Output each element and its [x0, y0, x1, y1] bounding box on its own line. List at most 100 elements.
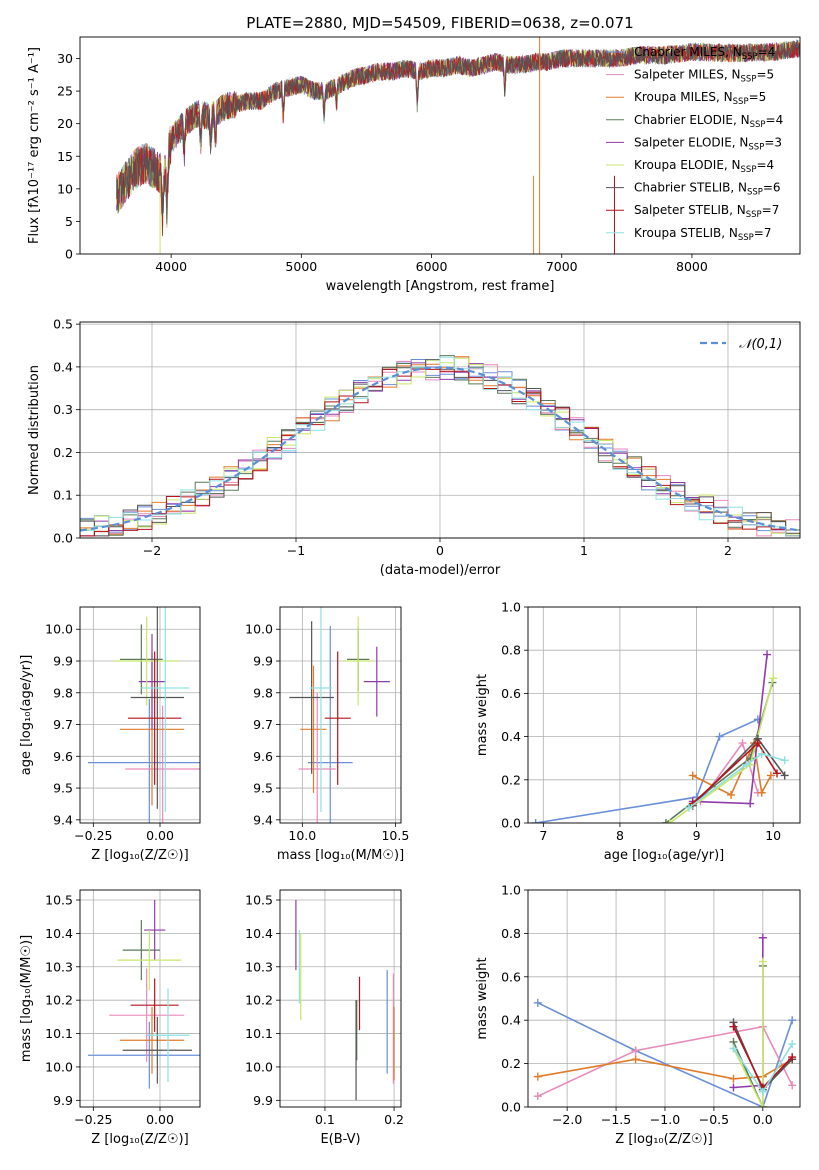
- legend-count: =4: [758, 45, 776, 59]
- y-tick-label: 10.1: [245, 1026, 273, 1041]
- data-marker: [769, 674, 778, 683]
- y-tick-label: 0.6: [501, 686, 521, 701]
- axes-frame: [79, 606, 201, 824]
- mass-weight-line: [669, 678, 774, 823]
- data-marker: [533, 998, 542, 1007]
- axes-frame: [527, 606, 801, 824]
- data-marker: [758, 1103, 767, 1107]
- y-tick-label: 9.8: [53, 685, 73, 700]
- x-axis-label: Z [log₁₀(Z/Z☉)]: [91, 848, 188, 863]
- y-tick-label: 10.5: [245, 893, 273, 908]
- plot-area: [533, 933, 797, 1107]
- legend-subscript: SSP: [747, 188, 763, 198]
- x-tick-label: 0.2: [384, 1112, 404, 1127]
- legend-label: Kroupa MILES, NSSP=5: [634, 90, 766, 107]
- y-tick-label: 0.4: [501, 729, 521, 744]
- x-tick-label: 10.5: [381, 828, 409, 843]
- plot-area: [88, 607, 200, 823]
- mass-weight-line: [535, 718, 759, 823]
- panel-age_vs_Z: −0.25 0.00 9.4 9.5 9.6 9.7 9.8 9.9 10.0 Z [log₁₀(…: [19, 606, 201, 863]
- legend-label: Kroupa ELODIE, NSSP=4: [634, 158, 774, 175]
- data-marker: [533, 1072, 542, 1081]
- x-axis-label: (data-model)/error: [380, 563, 501, 578]
- plot-area: [88, 900, 200, 1089]
- y-tick-label: 10.1: [45, 1026, 73, 1041]
- data-marker: [688, 771, 697, 780]
- legend-subscript: SSP: [750, 120, 766, 130]
- data-marker: [729, 1083, 738, 1092]
- y-tick-label: 9.9: [253, 1093, 273, 1108]
- x-tick-label: 0.00: [146, 1112, 174, 1127]
- x-tick-label: −0.5: [699, 1112, 729, 1127]
- legend-label: Salpeter ELODIE, NSSP=3: [634, 135, 782, 152]
- y-tick-label: 9.4: [253, 812, 273, 827]
- legend-count: =3: [764, 135, 782, 149]
- legend-subscript: SSP: [738, 233, 754, 243]
- normal-curve: [80, 366, 800, 532]
- data-marker: [788, 1040, 797, 1049]
- panel-age_vs_mass: 10.0 10.5 9.4 9.5 9.6 9.7 9.8 9.9 10.0 mass [log₁…: [245, 606, 409, 863]
- x-axis-label: age [log₁₀(age/yr)]: [604, 848, 725, 863]
- data-marker: [715, 732, 724, 741]
- data-marker: [780, 756, 789, 765]
- y-tick-label: 0.6: [501, 969, 521, 984]
- spectrum-line: [116, 38, 800, 225]
- axes-frame: [279, 889, 402, 1108]
- legend-label: Salpeter MILES, NSSP=5: [634, 68, 774, 85]
- data-marker: [773, 769, 782, 778]
- legend-count: =6: [763, 181, 781, 195]
- histogram-step: [80, 368, 800, 537]
- data-marker: [763, 650, 772, 659]
- legend-count: =5: [756, 68, 774, 82]
- y-tick-label: 0.8: [501, 643, 521, 658]
- data-marker: [746, 799, 755, 808]
- x-axis-label: Z [log₁₀(Z/Z☉)]: [91, 1132, 188, 1147]
- data-marker: [729, 1022, 738, 1031]
- data-marker: [753, 739, 762, 748]
- x-tick-label: 0.1: [315, 1112, 335, 1127]
- x-tick-label: 0.0: [753, 1112, 773, 1127]
- figure-title: PLATE=2880, MJD=54509, FIBERID=0638, z=0…: [246, 14, 633, 32]
- y-tick-label: 9.8: [253, 685, 273, 700]
- axes-frame: [79, 889, 201, 1108]
- legend-count: =5: [749, 90, 767, 104]
- x-axis-label: E(B-V): [320, 1132, 360, 1147]
- x-tick-label: 5000: [285, 259, 317, 274]
- mass-weight-line: [688, 753, 785, 809]
- legend-label: Salpeter STELIB, NSSP=7: [634, 203, 779, 220]
- data-marker: [631, 1055, 640, 1064]
- x-tick-label: 2: [724, 543, 732, 558]
- data-marker: [631, 1046, 640, 1055]
- y-tick-label: 10.3: [245, 959, 273, 974]
- legend-label: Chabrier ELODIE, NSSP=4: [634, 113, 783, 130]
- x-tick-label: 8: [616, 828, 624, 843]
- y-axis-label: Flux [fλ10⁻¹⁷ erg cm⁻² s⁻¹ A⁻¹]: [27, 47, 42, 244]
- y-tick-label: 9.5: [53, 781, 73, 796]
- x-tick-label: 0.00: [146, 828, 174, 843]
- y-axis-label: mass weight: [475, 957, 490, 1039]
- y-tick-label: 15: [57, 149, 73, 164]
- data-marker: [758, 933, 767, 942]
- data-marker: [788, 1016, 797, 1025]
- axes-frame: [79, 321, 801, 539]
- data-marker: [684, 803, 693, 812]
- legend-count: =7: [762, 203, 780, 217]
- y-tick-label: 10.2: [245, 993, 273, 1008]
- data-marker: [742, 760, 751, 769]
- panel-mass_vs_ebv: 0.1 0.2 9.9 10.0 10.1 10.2 10.3 10.4 10.5 E(B-V): [245, 889, 404, 1147]
- y-tick-label: 0.3: [53, 402, 73, 417]
- y-tick-label: 10.3: [45, 959, 73, 974]
- data-marker: [729, 1044, 738, 1053]
- x-tick-label: 8000: [676, 259, 708, 274]
- y-tick-label: 10.0: [45, 1059, 73, 1074]
- y-tick-label: 0.4: [501, 1013, 521, 1028]
- y-tick-label: 0.0: [501, 1100, 521, 1115]
- panel-mass_vs_Z: −0.25 0.00 9.9 10.0 10.1 10.2 10.3 10.4 10.5 Z [l…: [19, 889, 201, 1147]
- x-tick-label: 0: [436, 543, 444, 558]
- axes-frame: [527, 889, 801, 1108]
- data-marker: [757, 788, 766, 797]
- histogram-step: [80, 356, 800, 537]
- data-marker: [729, 1074, 738, 1083]
- mass-weight-line: [733, 937, 764, 1089]
